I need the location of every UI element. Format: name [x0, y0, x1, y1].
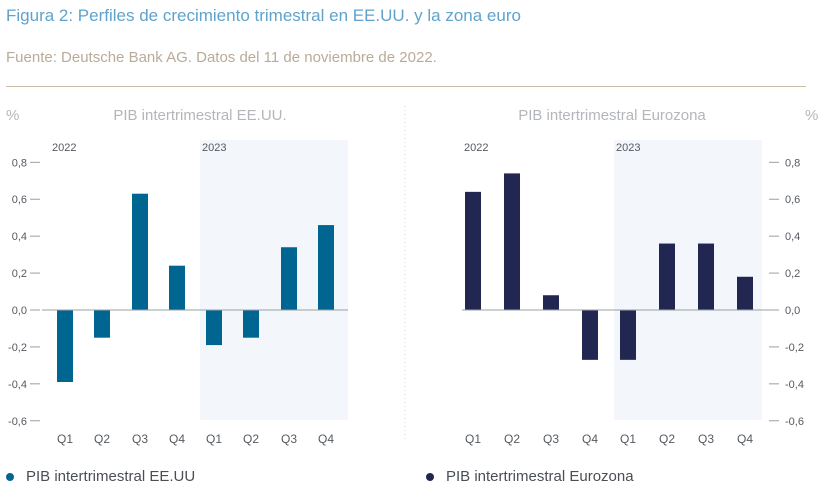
x-tick-label-euro: Q2: [659, 432, 675, 446]
x-tick-label-euro: Q4: [582, 432, 598, 446]
bar-us-7: [318, 225, 334, 310]
y-tick-label-euro: 0,0: [785, 305, 800, 317]
legend-marker-us: [6, 472, 14, 481]
x-tick-label-euro: Q1: [620, 432, 636, 446]
chart-title-us: PIB intertrimestral EE.UU.: [113, 107, 286, 124]
year-label-2022-euro: 2022: [464, 142, 488, 154]
x-tick-label-us: Q4: [169, 432, 185, 446]
x-tick-label-us: Q4: [318, 432, 334, 446]
y-tick-label-euro: 0,6: [785, 194, 800, 206]
y-tick-label-us: 0,4: [12, 231, 27, 243]
y-tick-label-euro: -0,4: [785, 379, 804, 391]
bar-euro-6: [698, 243, 714, 310]
y-tick-label-us: -0,6: [8, 416, 27, 428]
x-tick-label-us: Q1: [206, 432, 222, 446]
y-tick-label-us: -0,2: [8, 342, 27, 354]
x-tick-label-euro: Q2: [504, 432, 520, 446]
y-tick-label-euro: -0,6: [785, 416, 804, 428]
bar-euro-2: [543, 295, 559, 310]
y-tick-label-euro: 0,8: [785, 157, 800, 169]
figure-source: Fuente: Deutsche Bank AG. Datos del 11 d…: [6, 49, 437, 66]
year-label-2022-us: 2022: [52, 142, 76, 154]
bar-us-2: [132, 193, 148, 310]
x-tick-label-euro: Q1: [465, 432, 481, 446]
legend-item-euro: PIB intertrimestral Eurozona: [426, 468, 634, 485]
x-tick-label-us: Q3: [281, 432, 297, 446]
x-tick-label-euro: Q3: [543, 432, 559, 446]
bar-euro-1: [504, 173, 520, 310]
y-tick-label-us: 0,2: [12, 268, 27, 280]
bar-euro-4: [620, 310, 636, 360]
y-tick-label-euro: 0,4: [785, 231, 800, 243]
y-tick-label-us: 0,6: [12, 194, 27, 206]
year-label-2023-euro: 2023: [616, 142, 640, 154]
y-tick-label-euro: 0,2: [785, 268, 800, 280]
bar-euro-0: [465, 191, 481, 310]
x-tick-label-euro: Q3: [698, 432, 714, 446]
y-tick-label-us: -0,4: [8, 379, 27, 391]
bar-us-4: [206, 310, 222, 346]
legend-label-us: PIB intertrimestral EE.UU: [26, 468, 196, 485]
bar-euro-3: [582, 310, 598, 360]
y-unit-label-us: %: [6, 107, 19, 124]
header-divider: [6, 86, 806, 87]
x-tick-label-us: Q2: [243, 432, 259, 446]
x-tick-label-us: Q3: [132, 432, 148, 446]
y-tick-label-us: 0,8: [12, 157, 27, 169]
figure-title: Figura 2: Perfiles de crecimiento trimes…: [6, 6, 521, 25]
x-tick-label-us: Q1: [57, 432, 73, 446]
legend-item-us: PIB intertrimestral EE.UU: [6, 468, 195, 485]
bar-us-6: [281, 247, 297, 310]
bar-us-0: [57, 310, 73, 382]
y-unit-label-euro: %: [805, 107, 818, 124]
chart-title-euro: PIB intertrimestral Eurozona: [518, 107, 706, 124]
legend-label-euro: PIB intertrimestral Eurozona: [446, 468, 634, 485]
bar-us-1: [94, 310, 110, 338]
x-tick-label-us: Q2: [94, 432, 110, 446]
y-tick-label-euro: -0,2: [785, 342, 804, 354]
legend-marker-euro: [426, 472, 434, 481]
bar-us-3: [169, 265, 185, 310]
bar-euro-5: [659, 243, 675, 310]
bar-us-5: [243, 310, 259, 338]
x-tick-label-euro: Q4: [737, 432, 753, 446]
y-tick-label-us: 0,0: [12, 305, 27, 317]
bar-euro-7: [737, 276, 753, 310]
year-label-2023-us: 2023: [202, 142, 226, 154]
